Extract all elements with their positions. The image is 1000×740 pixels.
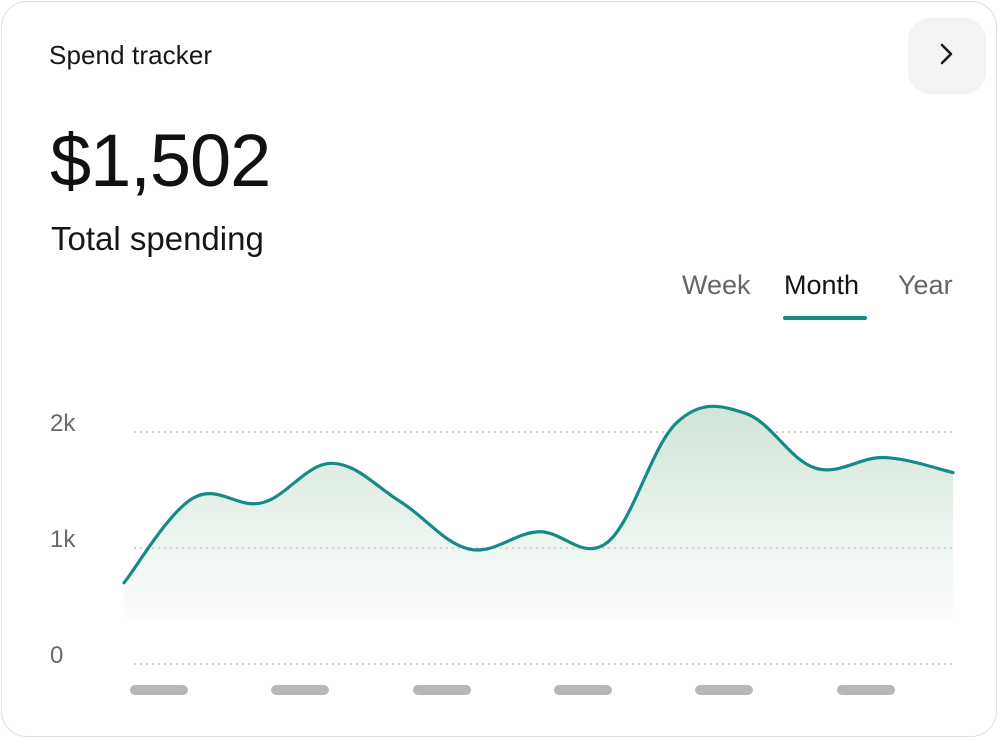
card-title: Spend tracker	[49, 40, 213, 70]
x-tick-placeholder	[130, 685, 188, 695]
x-tick-placeholder	[695, 685, 753, 695]
y-tick-0: 0	[50, 642, 64, 669]
total-label: Total spending	[51, 220, 264, 257]
y-tick-1k: 1k	[50, 526, 76, 553]
y-tick-2k: 2k	[50, 410, 76, 437]
x-tick-placeholder	[837, 685, 895, 695]
period-tabs: Week Month Year	[654, 260, 974, 342]
tab-week[interactable]: Week	[682, 270, 751, 300]
spending-line	[122, 404, 955, 585]
spending-area	[124, 406, 953, 620]
tab-month[interactable]: Month	[784, 270, 860, 300]
open-details-button[interactable]	[908, 18, 986, 94]
x-tick-placeholder	[554, 685, 612, 695]
active-tab-indicator	[783, 316, 867, 320]
chevron-right-icon	[936, 41, 958, 72]
x-tick-placeholder	[271, 685, 329, 695]
x-tick-placeholder	[413, 685, 471, 695]
tab-year[interactable]: Year	[898, 270, 953, 300]
total-amount: $1,502	[50, 119, 271, 202]
